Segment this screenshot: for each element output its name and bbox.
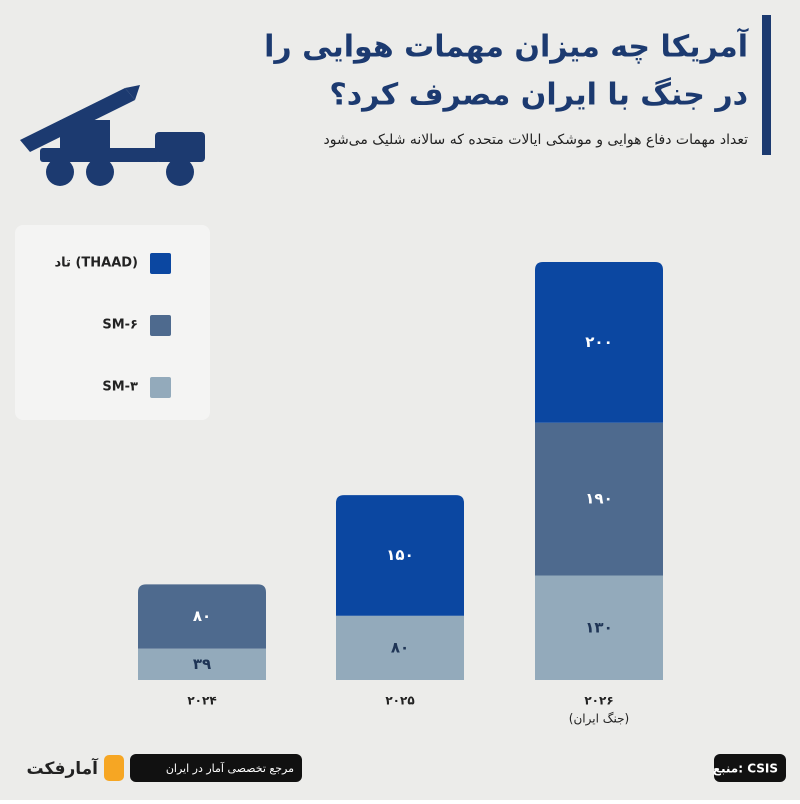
value-label: ۱۵۰ <box>386 546 413 564</box>
value-label: ۱۹۰ <box>585 490 612 508</box>
bar-segment <box>336 495 464 616</box>
bar-segment <box>138 648 266 680</box>
legend-label: SM-۶ <box>102 318 138 333</box>
value-label: ۱۳۰ <box>585 618 612 636</box>
tagline-pill <box>130 754 302 782</box>
legend-swatch <box>150 253 171 274</box>
tagline: مرجع تخصصی آمار در ایران <box>166 761 294 775</box>
value-label: ۲۰۰ <box>585 333 612 351</box>
x-tick-label: ۲۰۲۴ <box>187 694 216 708</box>
bar-segment <box>535 575 663 680</box>
chart-title: آمریکا چه میزان مهمات هوایی را <box>264 28 749 65</box>
chart-title: در جنگ با ایران مصرف کرد؟ <box>329 77 748 113</box>
bar-segment <box>138 584 266 649</box>
bar-segment <box>535 422 663 576</box>
value-label: ۸۰ <box>391 638 409 656</box>
value-label: ۸۰ <box>193 607 211 625</box>
x-tick-note: (جنگ ایران) <box>569 712 629 727</box>
source: منبع: CSIS <box>713 762 778 776</box>
source-pill <box>714 754 786 782</box>
legend-swatch <box>150 377 171 398</box>
x-tick-label: ۲۰۲۶ <box>584 694 613 708</box>
legend-label: تاد (THAAD) <box>54 256 138 271</box>
legend-swatch <box>150 315 171 336</box>
brand: آمارفکت <box>26 757 99 779</box>
x-tick-label: ۲۰۲۵ <box>385 694 414 708</box>
bar-segment <box>336 615 464 680</box>
truck-icon <box>20 85 205 186</box>
value-label: ۳۹ <box>193 655 211 673</box>
bar-segment <box>535 262 663 423</box>
legend-label: SM-۳ <box>102 380 138 395</box>
chart-subtitle: تعداد مهمات دفاع هوایی و موشکی ایالات مت… <box>323 132 748 148</box>
title-accent <box>762 15 771 155</box>
brand-icon <box>104 755 124 781</box>
